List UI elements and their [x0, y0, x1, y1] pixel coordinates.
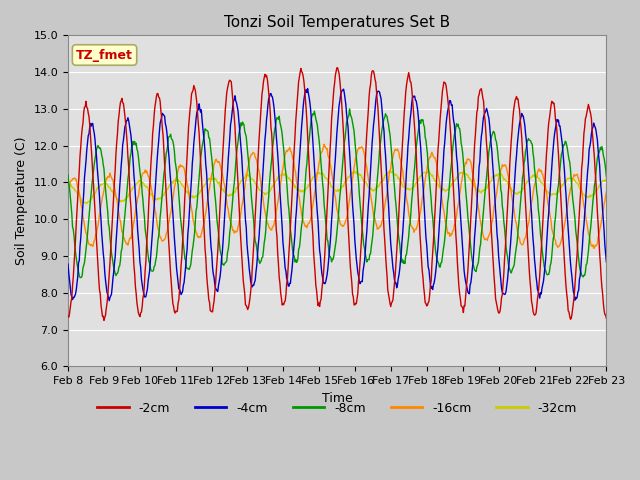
-2cm — [404, 74, 412, 80]
-4cm — [185, 223, 193, 229]
Line: -2cm: -2cm — [68, 68, 606, 321]
-16cm — [403, 199, 411, 204]
-32cm — [83, 201, 91, 206]
-8cm — [213, 217, 221, 223]
-32cm — [185, 190, 193, 195]
-2cm — [74, 195, 82, 201]
-4cm — [304, 86, 312, 92]
-16cm — [184, 184, 191, 190]
Text: TZ_fmet: TZ_fmet — [76, 48, 133, 61]
-16cm — [419, 192, 427, 198]
Legend: -2cm, -4cm, -8cm, -16cm, -32cm: -2cm, -4cm, -8cm, -16cm, -32cm — [92, 396, 582, 420]
-16cm — [212, 156, 220, 162]
X-axis label: Time: Time — [322, 392, 353, 405]
-32cm — [387, 168, 395, 174]
-4cm — [213, 288, 221, 294]
-4cm — [74, 274, 82, 279]
-4cm — [130, 172, 138, 178]
Line: -4cm: -4cm — [68, 89, 606, 301]
-8cm — [185, 266, 193, 272]
-16cm — [320, 141, 328, 147]
-32cm — [64, 182, 72, 188]
-8cm — [602, 174, 610, 180]
-32cm — [213, 179, 221, 185]
-2cm — [130, 263, 138, 268]
-2cm — [420, 284, 428, 290]
Line: -8cm: -8cm — [68, 109, 606, 277]
-8cm — [346, 106, 353, 112]
-32cm — [130, 184, 138, 190]
-16cm — [129, 222, 137, 228]
-2cm — [185, 124, 193, 130]
-16cm — [590, 245, 598, 251]
-32cm — [404, 185, 412, 191]
-2cm — [213, 258, 221, 264]
-32cm — [602, 176, 610, 182]
-2cm — [64, 313, 72, 319]
Y-axis label: Soil Temperature (C): Soil Temperature (C) — [15, 137, 28, 265]
Title: Tonzi Soil Temperatures Set B: Tonzi Soil Temperatures Set B — [224, 15, 451, 30]
-16cm — [74, 185, 82, 191]
Line: -32cm: -32cm — [68, 171, 606, 204]
-4cm — [106, 298, 113, 304]
Line: -16cm: -16cm — [68, 144, 606, 248]
-8cm — [64, 172, 72, 178]
-16cm — [602, 189, 610, 195]
-2cm — [100, 318, 108, 324]
-8cm — [130, 142, 138, 147]
-32cm — [74, 191, 82, 196]
-4cm — [404, 143, 412, 149]
-16cm — [64, 191, 72, 196]
-8cm — [74, 265, 82, 271]
-4cm — [602, 259, 610, 264]
-4cm — [64, 261, 72, 267]
-8cm — [420, 122, 428, 128]
-4cm — [420, 193, 428, 199]
-8cm — [77, 275, 84, 280]
-2cm — [333, 65, 341, 71]
-32cm — [420, 170, 428, 176]
-2cm — [602, 315, 610, 321]
-8cm — [404, 240, 412, 246]
